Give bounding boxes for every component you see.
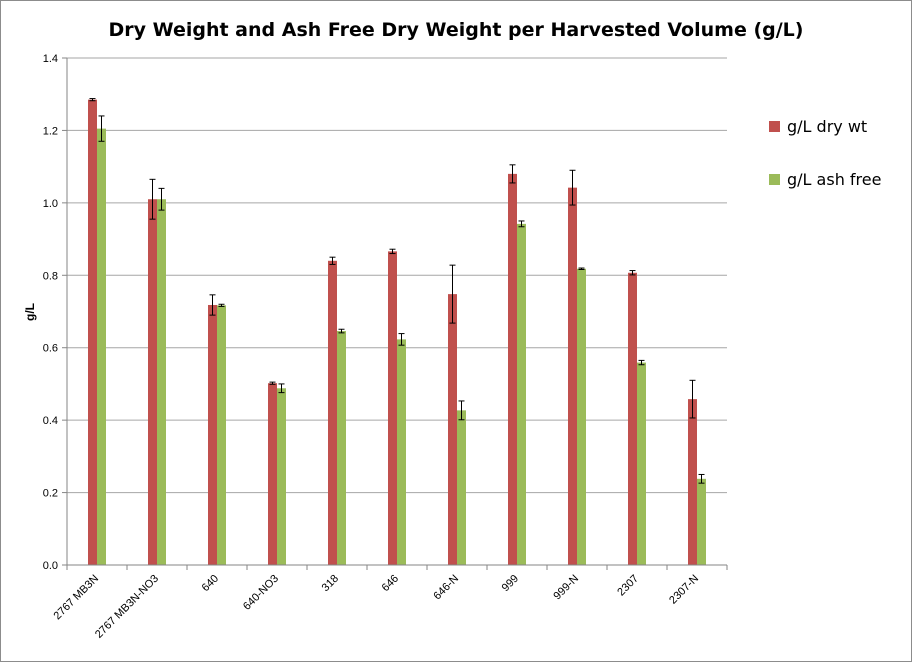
y-tick-label: 1.4 [43, 53, 58, 65]
y-tick-label: 0.4 [43, 415, 58, 427]
y-axis-label: g/L [23, 303, 37, 321]
bar-ash-free [637, 362, 646, 565]
x-tick-label: 640 [200, 573, 221, 594]
x-tick-label: 646 [380, 573, 401, 594]
x-tick-label: 646-N [431, 573, 461, 603]
bar-ash-free [97, 128, 106, 565]
bar-ash-free [217, 305, 226, 565]
bar-ash-free [697, 478, 706, 565]
bar-dry-wt [328, 260, 337, 565]
x-tick-label: 2307 [615, 573, 641, 599]
bar-dry-wt [688, 399, 697, 565]
y-tick-label: 0.2 [43, 488, 58, 500]
x-tick-label: 318 [320, 573, 341, 594]
x-tick-label: 999 [500, 573, 521, 594]
y-tick-label: 1.2 [43, 125, 58, 137]
bar-dry-wt [508, 173, 517, 565]
bar-dry-wt [88, 99, 97, 566]
y-tick-label: 1.0 [43, 198, 58, 210]
y-tick-label: 0.6 [43, 343, 58, 355]
legend-swatch [769, 121, 780, 132]
bar-dry-wt [208, 304, 217, 565]
x-tick-label: 640-NO3 [241, 573, 281, 613]
bar-dry-wt [628, 272, 637, 565]
legend-swatch [769, 174, 780, 185]
y-tick-label: 0.8 [43, 270, 58, 282]
bar-ash-free [337, 331, 346, 565]
x-tick-label: 2307-N [667, 573, 701, 607]
x-tick-label: 999-N [551, 573, 581, 603]
bar-ash-free [157, 199, 166, 565]
x-tick-label: 2767 MB3N [52, 573, 102, 623]
x-tick-label: 2767 MB3N-NO3 [93, 573, 161, 641]
bar-ash-free [397, 339, 406, 565]
bar-dry-wt [448, 294, 457, 565]
bar-dry-wt [568, 187, 577, 565]
bar-ash-free [577, 268, 586, 565]
legend-label: g/L dry wt [787, 117, 867, 136]
bar-ash-free [277, 388, 286, 565]
legend-label: g/L ash free [787, 170, 881, 189]
bar-ash-free [457, 410, 466, 565]
bar-dry-wt [268, 383, 277, 565]
y-tick-label: 0.0 [43, 560, 58, 572]
bar-dry-wt [148, 199, 157, 565]
bar-dry-wt [388, 251, 397, 566]
bar-ash-free [517, 223, 526, 565]
chart-title: Dry Weight and Ash Free Dry Weight per H… [109, 19, 804, 41]
